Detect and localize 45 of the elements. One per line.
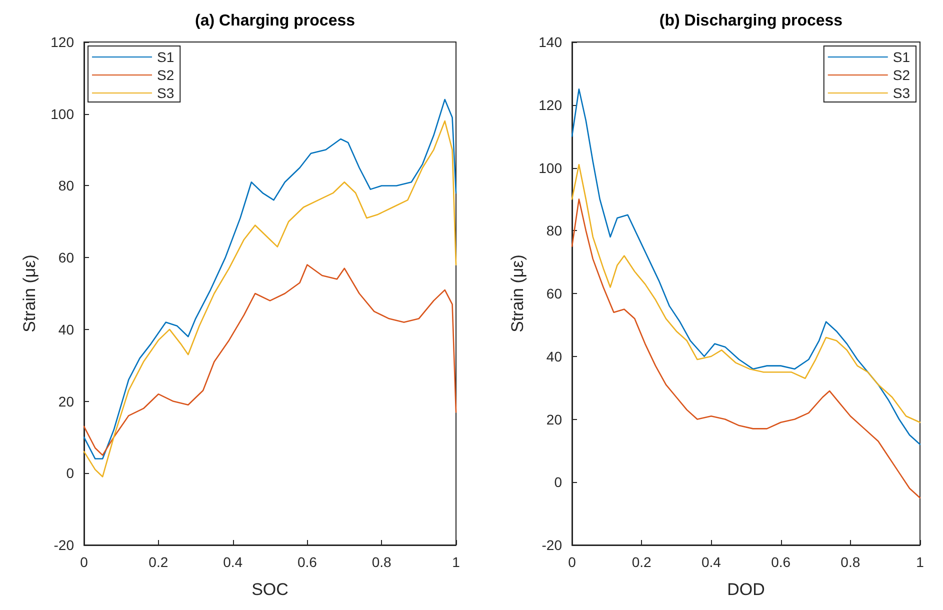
x-tick-label: 1 xyxy=(916,554,924,570)
legend-label: S2 xyxy=(892,67,910,83)
y-tick-label: 100 xyxy=(538,160,562,176)
line-series xyxy=(571,88,921,446)
y-tick-label: 60 xyxy=(58,250,74,266)
y-tick-label: 20 xyxy=(546,411,562,428)
y-tick-label: 140 xyxy=(538,34,562,50)
x-axis-title: SOC xyxy=(252,580,288,599)
line-series xyxy=(571,164,921,424)
x-tick-label: 0.2 xyxy=(632,554,652,570)
x-tick-label: 0.4 xyxy=(223,554,243,570)
y-tick-label: -20 xyxy=(54,537,74,553)
x-tick-label: 0.2 xyxy=(148,554,168,570)
legend-label: S1 xyxy=(157,49,174,65)
legend-label: S1 xyxy=(892,49,910,65)
y-tick-label: 0 xyxy=(554,474,562,490)
y-tick-label: 80 xyxy=(546,222,562,239)
x-tick-label: 0.6 xyxy=(297,554,318,570)
chart-title: (a) Charging process xyxy=(194,12,356,30)
y-tick-label: 100 xyxy=(50,106,74,122)
x-axis-title: DOD xyxy=(727,580,765,599)
chart-title: (b) Discharging process xyxy=(659,12,843,30)
legend-label: S2 xyxy=(157,67,174,83)
x-tick-label: 0 xyxy=(80,554,88,570)
y-tick-label: 40 xyxy=(546,348,562,364)
y-axis-title: Strain (με) xyxy=(20,254,39,332)
legend-label: S3 xyxy=(892,85,910,101)
x-tick-label: 0.6 xyxy=(771,554,791,570)
y-tick-label: 60 xyxy=(546,286,562,302)
line-series xyxy=(571,198,921,498)
y-tick-label: 80 xyxy=(58,178,74,194)
legend-label: S3 xyxy=(157,85,174,101)
x-tick-label: 0.8 xyxy=(840,554,860,570)
y-axis-title: Strain (με) xyxy=(508,254,527,332)
y-tick-label: -20 xyxy=(542,537,562,553)
x-tick-label: 0.8 xyxy=(372,554,392,570)
y-tick-label: 20 xyxy=(58,393,74,410)
x-tick-label: 0 xyxy=(568,554,576,570)
y-tick-label: 120 xyxy=(50,34,74,50)
line-series xyxy=(83,264,457,456)
y-tick-label: 0 xyxy=(66,465,74,482)
y-tick-label: 40 xyxy=(58,321,74,338)
y-tick-label: 120 xyxy=(538,96,562,113)
x-tick-label: 1 xyxy=(452,554,460,570)
x-tick-label: 0.4 xyxy=(701,554,722,570)
